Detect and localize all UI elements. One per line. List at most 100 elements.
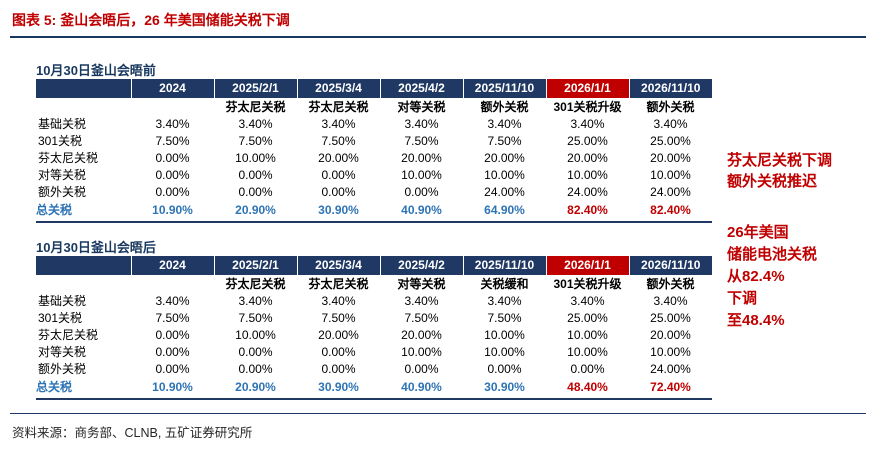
value-cell: 10.00% (567, 168, 608, 182)
value-cell: 3.40% (238, 294, 273, 308)
value-cell: 10.00% (484, 328, 525, 342)
value-cell: 10.00% (484, 345, 525, 359)
subheader-cell: 额外关税 (646, 277, 695, 291)
total-value-cell: 10.90% (131, 201, 214, 223)
total-value-cell: 30.90% (297, 378, 380, 400)
value-cell: 0.00% (238, 185, 273, 199)
value-cell: 0.00% (321, 362, 356, 376)
table-total-row: 总关税 10.90% 20.90% 30.90% 40.90% 30.90% 48.40% 7… (36, 378, 712, 400)
year-header-cell: 2026/1/1 (545, 256, 629, 275)
annotation-line: 26年美国 (727, 224, 789, 241)
year-header-cell: 2024 (130, 79, 214, 98)
value-cell: 0.00% (155, 185, 190, 199)
value-cell: 0.00% (155, 362, 190, 376)
value-cell: 20.00% (650, 328, 691, 342)
value-cell: 7.50% (238, 311, 273, 325)
annotation-line: 芬太尼关税下调 (727, 152, 833, 169)
subheader-cell: 芬太尼关税 (308, 100, 369, 114)
value-cell: 0.00% (155, 168, 190, 182)
value-cell: 3.40% (487, 294, 522, 308)
total-value-cell: 30.90% (463, 378, 546, 400)
subheader-label-cell (36, 275, 131, 293)
value-cell: 7.50% (404, 134, 439, 148)
total-value-cell: 72.40% (629, 378, 712, 400)
table-row: 301关税 7.50% 7.50% 7.50% 7.50% 7.50% 25.00% 25.0… (36, 310, 712, 327)
value-cell: 7.50% (155, 134, 190, 148)
total-value-cell: 20.90% (214, 378, 297, 400)
table-row: 额外关税 0.00% 0.00% 0.00% 0.00% 0.00% 0.00% 24.00% (36, 361, 712, 378)
value-cell: 7.50% (321, 134, 356, 148)
value-cell: 0.00% (238, 345, 273, 359)
title-divider (10, 36, 866, 38)
row-label: 额外关税 (38, 185, 87, 199)
value-cell: 10.00% (484, 168, 525, 182)
value-cell: 3.40% (570, 117, 605, 131)
row-label: 芬太尼关税 (38, 328, 99, 342)
value-cell: 0.00% (155, 151, 190, 165)
table-header-row: 2024 2025/2/1 2025/3/4 2025/4/2 2025/11/10 20… (36, 256, 712, 275)
table-row: 额外关税 0.00% 0.00% 0.00% 0.00% 24.00% 24.00% 24.0… (36, 184, 712, 201)
total-label: 总关税 (36, 201, 131, 223)
source-divider (10, 413, 866, 414)
value-cell: 20.00% (318, 151, 359, 165)
value-cell: 0.00% (570, 362, 605, 376)
table-row: 芬太尼关税 0.00% 10.00% 20.00% 20.00% 10.00% 10.00%… (36, 327, 712, 344)
table-row: 对等关税 0.00% 0.00% 0.00% 10.00% 10.00% 10.00% 10.… (36, 167, 712, 184)
value-cell: 20.00% (401, 151, 442, 165)
value-cell: 24.00% (650, 362, 691, 376)
row-label: 对等关税 (38, 345, 87, 359)
value-cell: 0.00% (404, 185, 439, 199)
total-value-cell: 20.90% (214, 201, 297, 223)
row-label: 额外关税 (38, 362, 87, 376)
value-cell: 25.00% (567, 311, 608, 325)
year-header-cell: 2026/11/10 (628, 79, 712, 98)
table-subheader-row: 芬太尼关税 芬太尼关税 对等关税 额外关税 301关税升级 额外关税 (36, 98, 712, 116)
year-header-cell: 2025/4/2 (379, 79, 463, 98)
value-cell: 0.00% (321, 185, 356, 199)
value-cell: 3.40% (321, 294, 356, 308)
figure-title: 图表 5: 釜山会晤后，26 年美国储能关税下调 (12, 12, 290, 28)
year-header-cell: 2025/2/1 (213, 256, 297, 275)
value-cell: 20.00% (401, 328, 442, 342)
subheader-cell: 额外关税 (646, 100, 695, 114)
year-header-cell: 2025/4/2 (379, 256, 463, 275)
value-cell: 3.40% (653, 117, 688, 131)
value-cell: 3.40% (570, 294, 605, 308)
table-row: 基础关税 3.40% 3.40% 3.40% 3.40% 3.40% 3.40% 3.40% (36, 116, 712, 133)
year-header-cell: 2026/11/10 (628, 256, 712, 275)
value-cell: 25.00% (650, 134, 691, 148)
annotation-line: 额外关税推迟 (727, 173, 818, 190)
total-label: 总关税 (36, 378, 131, 400)
value-cell: 7.50% (487, 311, 522, 325)
value-cell: 7.50% (404, 311, 439, 325)
total-value-cell: 82.40% (629, 201, 712, 223)
value-cell: 10.00% (401, 345, 442, 359)
subheader-cell: 芬太尼关税 (225, 277, 286, 291)
value-cell: 10.00% (401, 168, 442, 182)
row-label: 基础关税 (38, 117, 87, 131)
row-label: 301关税 (38, 134, 83, 148)
value-cell: 25.00% (567, 134, 608, 148)
value-cell: 0.00% (155, 328, 190, 342)
subheader-cell: 关税缓和 (480, 277, 529, 291)
total-value-cell: 82.40% (546, 201, 629, 223)
year-header-cell: 2025/11/10 (462, 79, 546, 98)
table-row: 芬太尼关税 0.00% 10.00% 20.00% 20.00% 20.00% 20.00%… (36, 150, 712, 167)
value-cell: 7.50% (321, 311, 356, 325)
value-cell: 10.00% (650, 345, 691, 359)
value-cell: 3.40% (487, 117, 522, 131)
total-value-cell: 40.90% (380, 378, 463, 400)
table-subheader-row: 芬太尼关税 芬太尼关税 对等关税 关税缓和 301关税升级 额外关税 (36, 275, 712, 293)
value-cell: 0.00% (487, 362, 522, 376)
value-cell: 3.40% (238, 117, 273, 131)
table-row: 301关税 7.50% 7.50% 7.50% 7.50% 7.50% 25.00% 25.0… (36, 133, 712, 150)
year-header-cell: 2024 (130, 256, 214, 275)
annotation-fentanyl-note: 芬太尼关税下调 额外关税推迟 (727, 150, 873, 192)
value-cell: 20.00% (567, 151, 608, 165)
value-cell: 20.00% (650, 151, 691, 165)
value-cell: 7.50% (155, 311, 190, 325)
subheader-cell: 额外关税 (480, 100, 529, 114)
year-header-cell: 2026/1/1 (545, 79, 629, 98)
subheader-cell: 对等关税 (397, 277, 446, 291)
